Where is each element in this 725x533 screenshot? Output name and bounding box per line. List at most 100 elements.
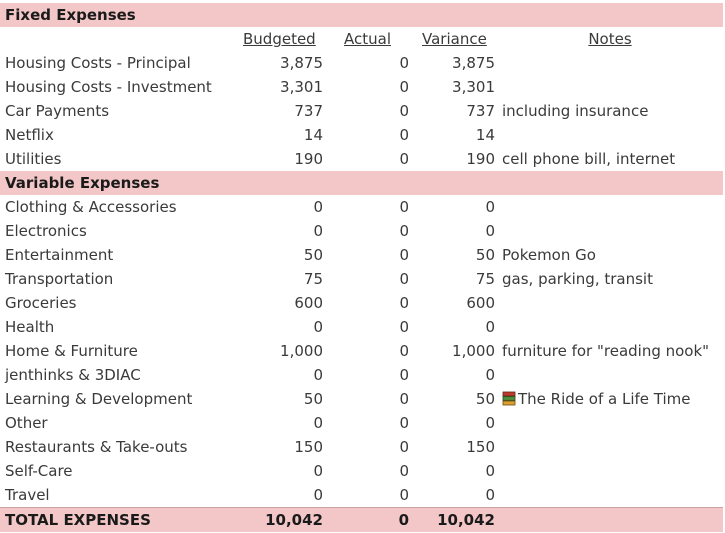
actual-cell[interactable]: 0: [399, 318, 409, 336]
actual-cell[interactable]: 0: [399, 102, 409, 120]
total-row[interactable]: TOTAL EXPENSES 10,042 0 10,042: [0, 507, 723, 532]
actual-cell[interactable]: 0: [399, 78, 409, 96]
row-label[interactable]: Car Payments: [5, 102, 110, 120]
variance-cell[interactable]: 50: [475, 246, 495, 264]
variance-cell[interactable]: 3,875: [452, 54, 495, 72]
variance-cell[interactable]: 150: [466, 438, 495, 456]
section-header-fixed[interactable]: Fixed Expenses: [0, 3, 723, 27]
row-label[interactable]: Restaurants & Take-outs: [5, 438, 188, 456]
actual-cell[interactable]: 0: [399, 414, 409, 432]
note-cell[interactable]: including insurance: [502, 102, 649, 120]
table-row[interactable]: Home & Furniture 1,000 0 1,000 furniture for…: [0, 339, 723, 363]
variance-cell[interactable]: 0: [485, 222, 495, 240]
variance-cell[interactable]: 0: [485, 414, 495, 432]
budgeted-cell[interactable]: 1,000: [280, 342, 323, 360]
variance-cell[interactable]: 75: [475, 270, 495, 288]
variance-cell[interactable]: 0: [485, 486, 495, 504]
budgeted-cell[interactable]: 50: [303, 246, 323, 264]
budgeted-cell[interactable]: 3,301: [280, 78, 323, 96]
table-row[interactable]: Self-Care 0 0 0: [0, 459, 723, 483]
notes-header[interactable]: Notes: [588, 30, 632, 48]
table-row[interactable]: Travel 0 0 0: [0, 483, 723, 507]
table-row[interactable]: Netflix 14 0 14: [0, 123, 723, 147]
row-label[interactable]: Groceries: [5, 294, 77, 312]
note-cell[interactable]: furniture for "reading nook": [502, 342, 710, 360]
row-label[interactable]: Transportation: [5, 270, 114, 288]
variance-cell[interactable]: 3,301: [452, 78, 495, 96]
variance-header[interactable]: Variance: [422, 30, 487, 48]
variance-cell[interactable]: 737: [466, 102, 495, 120]
budgeted-cell[interactable]: 600: [294, 294, 323, 312]
variance-cell[interactable]: 50: [475, 390, 495, 408]
table-row[interactable]: Car Payments 737 0 737 including insurance: [0, 99, 723, 123]
budgeted-cell[interactable]: 0: [313, 462, 323, 480]
row-label[interactable]: Health: [5, 318, 55, 336]
actual-cell[interactable]: 0: [399, 246, 409, 264]
actual-cell[interactable]: 0: [399, 126, 409, 144]
table-row[interactable]: Health 0 0 0: [0, 315, 723, 339]
budgeted-cell[interactable]: 0: [313, 414, 323, 432]
variance-cell[interactable]: 600: [466, 294, 495, 312]
budgeted-cell[interactable]: 0: [313, 366, 323, 384]
row-label[interactable]: Travel: [5, 486, 50, 504]
row-label[interactable]: Utilities: [5, 150, 62, 168]
row-label[interactable]: Entertainment: [5, 246, 114, 264]
table-row[interactable]: Groceries 600 0 600: [0, 291, 723, 315]
actual-cell[interactable]: 0: [399, 486, 409, 504]
actual-cell[interactable]: 0: [399, 342, 409, 360]
actual-cell[interactable]: 0: [399, 462, 409, 480]
budgeted-cell[interactable]: 3,875: [280, 54, 323, 72]
row-label[interactable]: Learning & Development: [5, 390, 193, 408]
section-header-variable[interactable]: Variable Expenses: [0, 171, 723, 195]
note-cell[interactable]: The Ride of a Life Time: [502, 387, 690, 411]
note-cell[interactable]: Pokemon Go: [502, 246, 596, 264]
variance-cell[interactable]: 0: [485, 318, 495, 336]
table-row[interactable]: Other 0 0 0: [0, 411, 723, 435]
actual-cell[interactable]: 0: [399, 366, 409, 384]
variance-cell[interactable]: 0: [485, 198, 495, 216]
row-label[interactable]: Home & Furniture: [5, 342, 138, 360]
table-row[interactable]: Housing Costs - Principal 3,875 0 3,875: [0, 51, 723, 75]
budgeted-cell[interactable]: 0: [313, 318, 323, 336]
actual-cell[interactable]: 0: [399, 294, 409, 312]
actual-cell[interactable]: 0: [399, 438, 409, 456]
row-label[interactable]: Housing Costs - Investment: [5, 78, 212, 96]
row-label[interactable]: Electronics: [5, 222, 87, 240]
actual-cell[interactable]: 0: [399, 390, 409, 408]
actual-header[interactable]: Actual: [344, 30, 391, 48]
actual-cell[interactable]: 0: [399, 150, 409, 168]
table-row[interactable]: Entertainment 50 0 50 Pokemon Go: [0, 243, 723, 267]
budgeted-cell[interactable]: 150: [294, 438, 323, 456]
table-row[interactable]: Transportation 75 0 75 gas, parking, transit: [0, 267, 723, 291]
row-label[interactable]: Other: [5, 414, 48, 432]
table-row[interactable]: Clothing & Accessories 0 0 0: [0, 195, 723, 219]
table-row[interactable]: Restaurants & Take-outs 150 0 150: [0, 435, 723, 459]
budgeted-cell[interactable]: 0: [313, 198, 323, 216]
budgeted-cell[interactable]: 0: [313, 222, 323, 240]
note-cell[interactable]: cell phone bill, internet: [502, 150, 676, 168]
budgeted-cell[interactable]: 0: [313, 486, 323, 504]
budgeted-cell[interactable]: 75: [303, 270, 323, 288]
table-row[interactable]: Housing Costs - Investment 3,301 0 3,301: [0, 75, 723, 99]
row-label[interactable]: Housing Costs - Principal: [5, 54, 191, 72]
budgeted-cell[interactable]: 737: [294, 102, 323, 120]
variance-cell[interactable]: 0: [485, 366, 495, 384]
actual-cell[interactable]: 0: [399, 54, 409, 72]
note-cell[interactable]: gas, parking, transit: [502, 270, 653, 288]
budgeted-cell[interactable]: 14: [303, 126, 323, 144]
actual-cell[interactable]: 0: [399, 222, 409, 240]
actual-cell[interactable]: 0: [399, 270, 409, 288]
variance-cell[interactable]: 190: [466, 150, 495, 168]
row-label[interactable]: Self-Care: [5, 462, 73, 480]
variance-cell[interactable]: 14: [475, 126, 495, 144]
actual-cell[interactable]: 0: [399, 198, 409, 216]
budgeted-header[interactable]: Budgeted: [243, 30, 316, 48]
budgeted-cell[interactable]: 50: [303, 390, 323, 408]
table-row[interactable]: Learning & Development 50 0 50 The Ride of a…: [0, 387, 723, 411]
row-label[interactable]: Netflix: [5, 126, 54, 144]
variance-cell[interactable]: 0: [485, 462, 495, 480]
row-label[interactable]: jenthinks & 3DIAC: [5, 366, 141, 384]
row-label[interactable]: Clothing & Accessories: [5, 198, 177, 216]
table-row[interactable]: Utilities 190 0 190 cell phone bill, interne…: [0, 147, 723, 171]
table-row[interactable]: jenthinks & 3DIAC 0 0 0: [0, 363, 723, 387]
